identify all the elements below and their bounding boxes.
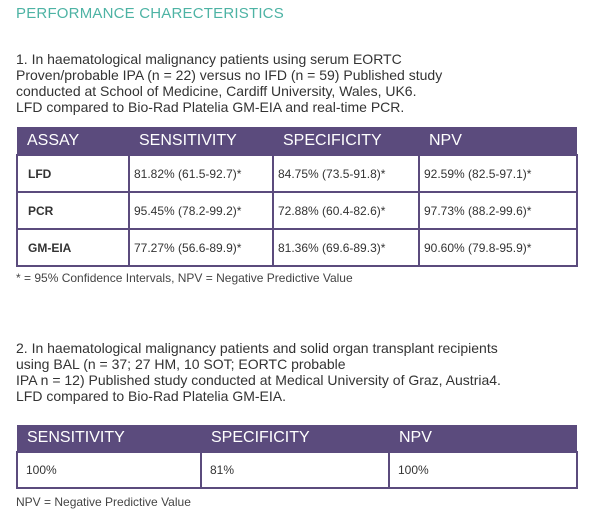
row-assay-pcr: PCR — [16, 191, 130, 230]
cell-npv: 90.60% (79.8-95.9)* — [418, 228, 578, 267]
study2-line: IPA n = 12) Published study conducted at… — [16, 372, 501, 388]
header-npv: NPV — [389, 425, 577, 452]
study1-line: Proven/probable IPA (n = 22) versus no I… — [16, 67, 443, 83]
page-title: PERFORMANCE CHARECTERISTICS — [16, 5, 284, 22]
cell-sensitivity: 100% — [16, 451, 202, 489]
table-row: LFD 81.82% (61.5-92.7)* 84.75% (73.5-91.… — [16, 154, 578, 193]
study2-header-row: SENSITIVITY SPECIFICITY NPV — [17, 425, 577, 452]
study2-description: 2. In haematological malignancy patients… — [16, 340, 501, 404]
row-assay-lfd: LFD — [16, 154, 130, 193]
cell-specificity: 81% — [200, 451, 390, 489]
header-sensitivity: SENSITIVITY — [17, 425, 201, 452]
header-assay: ASSAY — [17, 127, 129, 155]
header-specificity: SPECIFICITY — [273, 127, 419, 155]
study1-line: LFD compared to Bio-Rad Platelia GM-EIA … — [16, 99, 405, 115]
row-assay-gm-eia: GM-EIA — [16, 228, 130, 267]
study2-table: SENSITIVITY SPECIFICITY NPV 100% 81% 100… — [16, 425, 578, 489]
study1-line: 1. In haematological malignancy patients… — [16, 51, 402, 67]
study1-description: 1. In haematological malignancy patients… — [16, 51, 442, 115]
cell-specificity: 81.36% (69.6-89.3)* — [272, 228, 420, 267]
header-specificity: SPECIFICITY — [201, 425, 389, 452]
cell-sensitivity: 95.45% (78.2-99.2)* — [128, 191, 274, 230]
cell-specificity: 84.75% (73.5-91.8)* — [272, 154, 420, 193]
cell-npv: 97.73% (88.2-99.6)* — [418, 191, 578, 230]
study2-line: 2. In haematological malignancy patients… — [16, 340, 498, 356]
header-npv: NPV — [419, 127, 577, 155]
study2-line: LFD compared to Bio-Rad Platelia GM-EIA. — [16, 388, 286, 404]
study2-footnote: NPV = Negative Predictive Value — [16, 495, 191, 509]
cell-npv: 92.59% (82.5-97.1)* — [418, 154, 578, 193]
cell-sensitivity: 81.82% (61.5-92.7)* — [128, 154, 274, 193]
table-row: PCR 95.45% (78.2-99.2)* 72.88% (60.4-82.… — [16, 191, 578, 230]
header-sensitivity: SENSITIVITY — [129, 127, 273, 155]
study1-line: conducted at School of Medicine, Cardiff… — [16, 83, 417, 99]
study1-footnote: * = 95% Confidence Intervals, NPV = Nega… — [16, 271, 353, 285]
cell-specificity: 72.88% (60.4-82.6)* — [272, 191, 420, 230]
study1-header-row: ASSAY SENSITIVITY SPECIFICITY NPV — [17, 127, 577, 155]
table-row: GM-EIA 77.27% (56.6-89.9)* 81.36% (69.6-… — [16, 228, 578, 267]
cell-npv: 100% — [388, 451, 578, 489]
study2-line: using BAL (n = 37; 27 HM, 10 SOT; EORTC … — [16, 356, 346, 372]
study1-table: ASSAY SENSITIVITY SPECIFICITY NPV LFD 81… — [16, 127, 578, 267]
cell-sensitivity: 77.27% (56.6-89.9)* — [128, 228, 274, 267]
table-row: 100% 81% 100% — [16, 451, 578, 489]
